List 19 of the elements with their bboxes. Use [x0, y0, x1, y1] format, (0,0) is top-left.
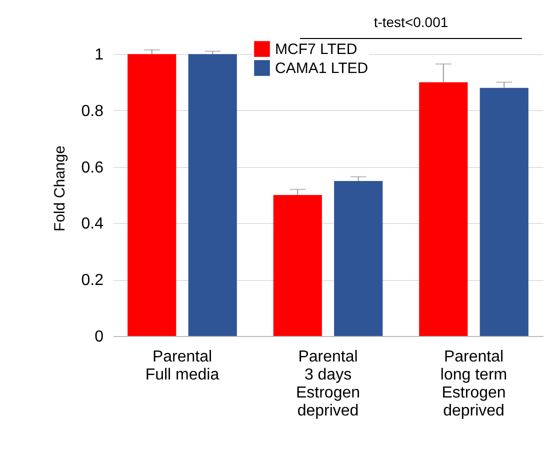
bar: [273, 195, 322, 336]
legend-label: MCF7 LTED: [275, 41, 358, 58]
bar: [128, 54, 176, 336]
bar: [419, 82, 468, 336]
significance-label: t-test<0.001: [372, 14, 450, 30]
legend-label: CAMA1 LTED: [275, 60, 368, 77]
y-tick-label: 0.2: [81, 272, 104, 290]
y-tick-label: 1: [94, 46, 104, 64]
bar: [480, 88, 528, 336]
y-tick-label: 0.4: [81, 216, 104, 233]
bar: [334, 180, 383, 336]
y-axis-title: Fold Change: [51, 146, 68, 232]
y-tick-label: 0: [94, 328, 104, 346]
y-tick-label: 0.6: [81, 159, 104, 176]
x-tick-label: Parental long term Estrogen deprived: [440, 348, 508, 420]
x-tick-label: Parental 3 days Estrogen deprived: [296, 348, 360, 420]
bar: [188, 54, 237, 336]
y-tick-label: 0.8: [81, 102, 104, 120]
x-tick-label: Parental Full media: [145, 348, 220, 384]
